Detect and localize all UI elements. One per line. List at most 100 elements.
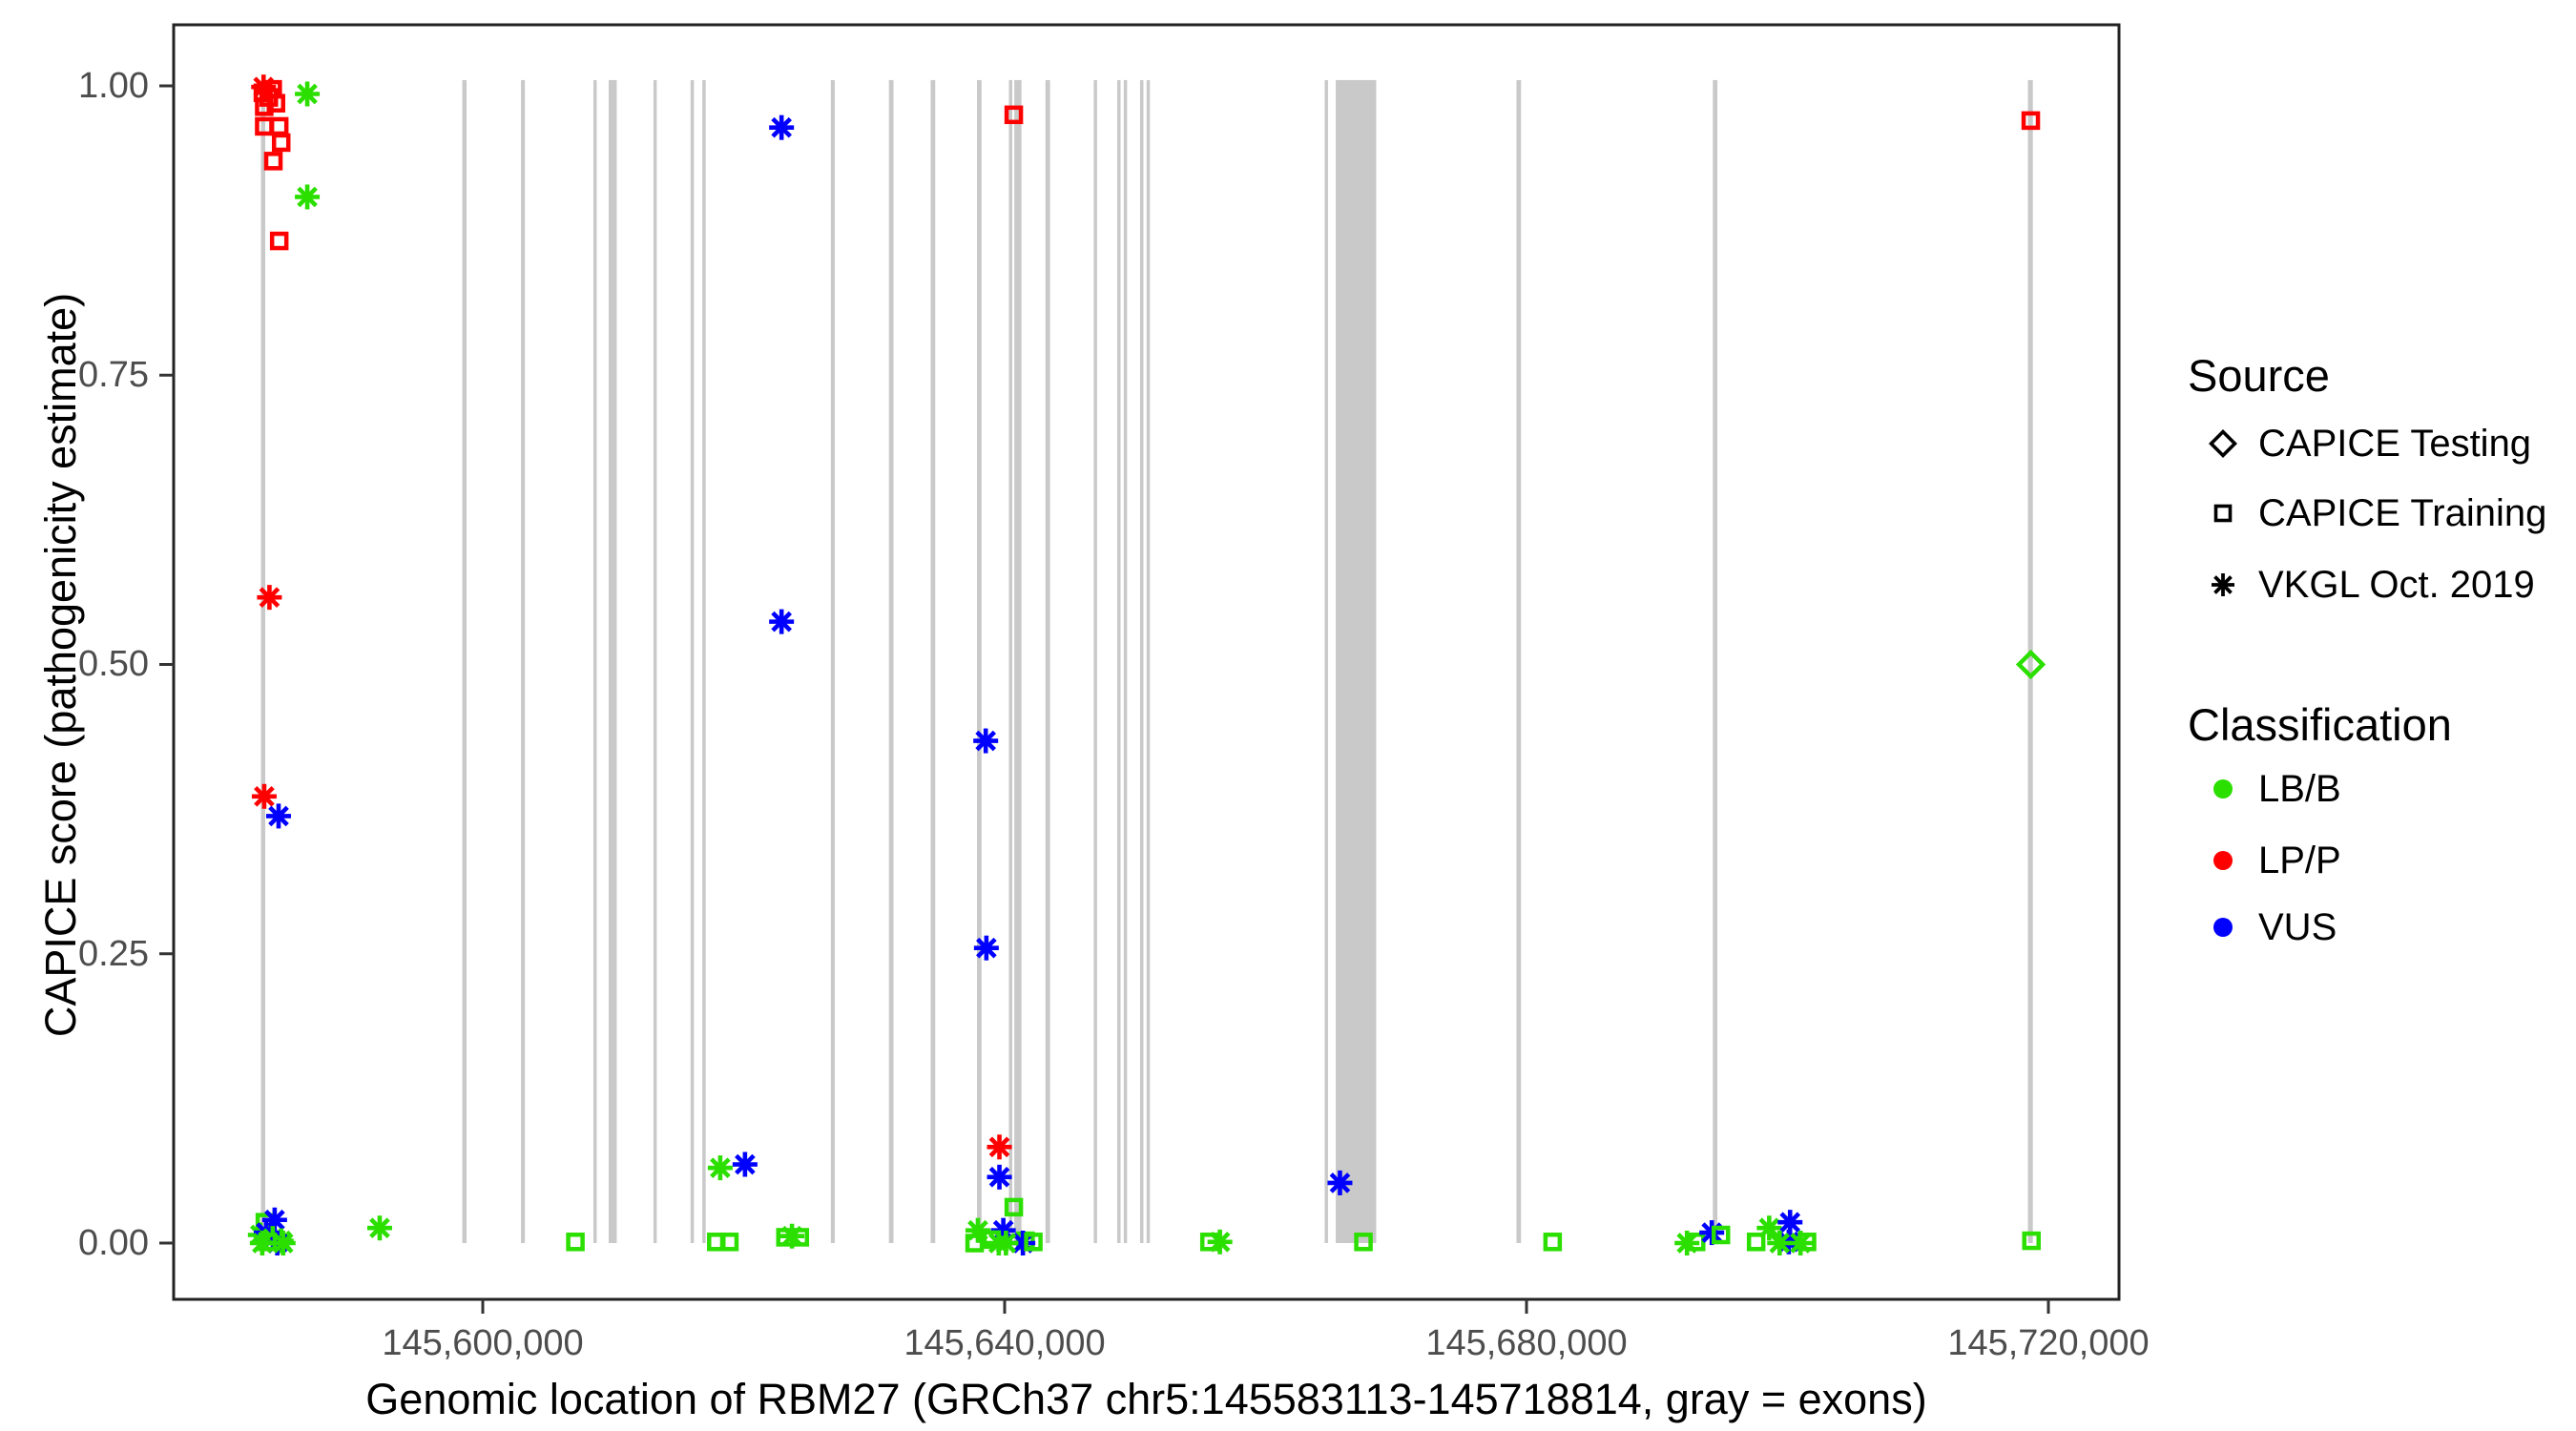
data-point (973, 728, 999, 754)
data-point (732, 1151, 758, 1177)
data-point (295, 81, 321, 107)
data-point (2021, 111, 2041, 131)
legend-item-label: CAPICE Testing (2258, 422, 2532, 465)
exon-bar (1516, 79, 1522, 1243)
exon-bar (1123, 79, 1128, 1243)
x-tick-label: 145,640,000 (904, 1323, 1106, 1363)
asterisk-icon (2188, 564, 2258, 606)
exon-bar (1146, 79, 1151, 1243)
data-point (265, 803, 291, 829)
vus-dot-icon (2188, 906, 2258, 948)
data-point (973, 935, 999, 961)
data-point (271, 133, 291, 153)
data-point (1777, 1210, 1803, 1235)
data-point (263, 152, 283, 171)
exon-bar (1045, 79, 1050, 1243)
square-icon (2188, 492, 2258, 534)
exon-bar (1008, 79, 1013, 1243)
legend-source-title: Source (2188, 350, 2330, 401)
exon-bar (1139, 79, 1144, 1243)
y-tick-label: 0.25 (78, 934, 149, 974)
data-point (1327, 1170, 1353, 1195)
x-tick-label: 145,600,000 (382, 1323, 584, 1363)
data-point (1004, 1197, 1024, 1217)
legend-item-label: VUS (2258, 905, 2337, 948)
legend-item-capice-testing: CAPICE Testing (2188, 408, 2531, 479)
data-point (2022, 1231, 2041, 1251)
y-tick-label: 0.50 (78, 644, 149, 684)
data-point (270, 1231, 296, 1255)
data-point (249, 1231, 275, 1255)
lpp-dot-icon (2188, 840, 2258, 881)
exon-bar (592, 79, 597, 1243)
data-point (965, 1234, 985, 1253)
exon-bar (1336, 79, 1377, 1243)
data-point (1543, 1233, 1563, 1252)
data-point (1024, 1233, 1043, 1252)
x-tick-label: 145,680,000 (1425, 1323, 1628, 1363)
legend-classification-title: Classification (2188, 699, 2452, 750)
legend-item-label: LB/B (2258, 767, 2341, 810)
data-point (269, 116, 289, 136)
data-point (1746, 1233, 1766, 1252)
data-point (1004, 105, 1024, 125)
diamond-icon (2188, 423, 2258, 465)
exon-bar (1014, 79, 1022, 1243)
exon-bar (653, 79, 657, 1243)
exon-bar (1324, 79, 1328, 1243)
y-tick-label: 0.75 (78, 355, 149, 395)
exon-bar (888, 79, 894, 1243)
data-point (769, 609, 795, 634)
legend-item-label: CAPICE Training (2258, 491, 2547, 534)
x-axis-title: Genomic location of RBM27 (GRCh37 chr5:1… (365, 1375, 1927, 1423)
data-point (1712, 1225, 1731, 1245)
legend-item-vkgl: VKGL Oct. 2019 (2188, 550, 2535, 620)
exon-bar (1713, 79, 1718, 1243)
data-point (769, 114, 795, 140)
data-point (993, 1231, 1019, 1255)
data-point (566, 1233, 585, 1252)
legend-item-label: VKGL Oct. 2019 (2258, 563, 2535, 606)
data-point (987, 1134, 1012, 1160)
exon-bar (1093, 79, 1097, 1243)
data-point (987, 1164, 1012, 1190)
legend-item-lpp: LP/P (2188, 825, 2341, 896)
data-point (366, 1215, 392, 1241)
data-point (259, 88, 279, 107)
y-axis-title: CAPICE score (pathogenicity estimate) (36, 292, 85, 1038)
exon-bar (930, 79, 936, 1243)
data-point (707, 1155, 733, 1181)
lbb-dot-icon (2188, 768, 2258, 810)
legend-item-vus: VUS (2188, 892, 2337, 963)
exon-bar (1117, 79, 1121, 1243)
y-tick-label: 1.00 (78, 66, 149, 106)
data-point (719, 1233, 739, 1252)
exon-bar (521, 79, 526, 1243)
data-point (2015, 649, 2046, 680)
data-point (1767, 1231, 1793, 1255)
panel-border (172, 23, 2121, 1301)
exon-bar (690, 79, 695, 1243)
data-point (295, 184, 321, 210)
legend-item-capice-training: CAPICE Training (2188, 478, 2546, 549)
exon-bar (830, 79, 835, 1243)
legend-item-label: LP/P (2258, 839, 2341, 881)
data-point (779, 1223, 805, 1249)
data-point (1207, 1229, 1233, 1255)
exon-bar (702, 79, 706, 1243)
legend-item-lbb: LB/B (2188, 754, 2341, 824)
data-point (269, 231, 289, 251)
x-tick-label: 145,720,000 (1947, 1323, 2150, 1363)
exon-bar (608, 79, 617, 1243)
exon-bar (977, 79, 982, 1243)
data-point (1788, 1231, 1814, 1255)
exon-bar (260, 79, 266, 1243)
exon-bar (2027, 79, 2033, 1243)
data-point (1756, 1215, 1782, 1241)
exon-bar (462, 79, 467, 1243)
y-tick-label: 0.00 (78, 1223, 149, 1263)
data-point (1687, 1233, 1706, 1252)
data-point (1354, 1233, 1373, 1252)
